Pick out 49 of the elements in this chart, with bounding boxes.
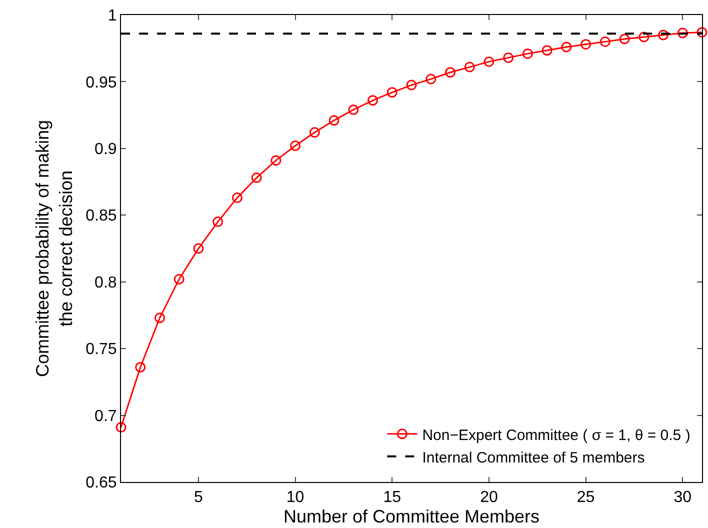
point: [386, 87, 398, 98]
point: [696, 27, 708, 38]
point: [154, 312, 165, 324]
point: [444, 67, 456, 78]
point: [677, 28, 688, 38]
point: [658, 30, 669, 40]
point: [174, 274, 184, 284]
point: [270, 155, 282, 166]
y-tick-label: 0.75: [86, 341, 117, 358]
point: [193, 243, 204, 254]
y-tick-label: 1: [108, 8, 117, 25]
y-tick-label: 0.85: [86, 208, 117, 225]
point: [522, 48, 533, 59]
point: [503, 52, 514, 63]
y-tick-label: 0.7: [94, 408, 117, 425]
x-tick-label: 10: [286, 489, 304, 506]
point: [348, 104, 359, 115]
point: [116, 422, 126, 433]
point: [542, 45, 552, 56]
point: [212, 216, 224, 228]
x-tick-label: 25: [576, 489, 595, 506]
point: [406, 80, 417, 90]
point: [426, 74, 436, 84]
point: [135, 362, 146, 372]
legend-label: Internal Committee of 5 members: [422, 449, 645, 466]
point: [638, 32, 650, 42]
x-tick-label: 15: [383, 489, 402, 506]
point: [600, 36, 610, 47]
point: [619, 34, 630, 44]
point: [328, 115, 340, 126]
y-axis-title: Committee probability of making the correct decision: [32, 120, 76, 378]
point: [368, 95, 378, 106]
point: [484, 56, 494, 67]
point: [290, 140, 301, 152]
x-tick-label: 20: [480, 489, 498, 506]
x-axis-title: Number of Committee Members: [283, 506, 540, 526]
x-tick-label: 30: [674, 489, 692, 506]
point: [309, 127, 320, 138]
y-tick-label: 0.9: [94, 141, 117, 158]
y-tick-label: 0.8: [94, 274, 117, 292]
point: [251, 172, 262, 184]
y-tick-label: 0.95: [86, 74, 117, 92]
x-tick-label: 5: [194, 489, 204, 506]
point: [561, 42, 572, 52]
point: [580, 39, 592, 50]
legend-label: Non−Expert Committee ( σ = 1, θ = 0.5 ): [422, 426, 690, 444]
point: [232, 192, 242, 204]
point: [464, 62, 475, 72]
y-tick-label: 0.65: [86, 474, 117, 492]
